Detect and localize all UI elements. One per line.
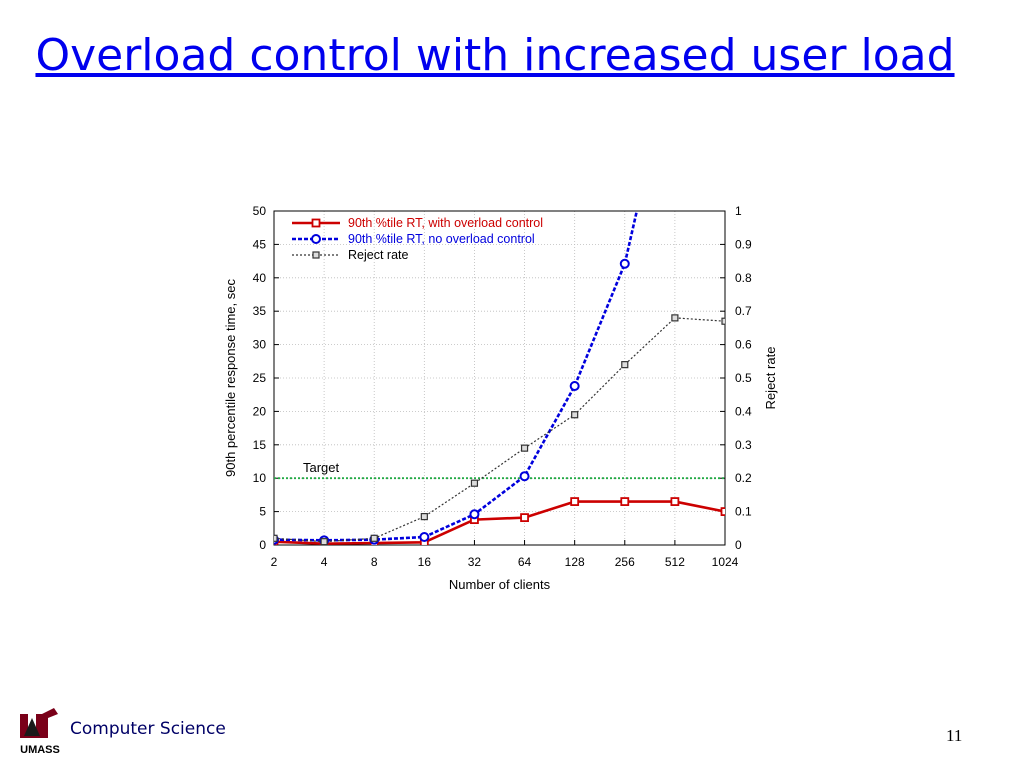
y2-tick-label: 0.2: [735, 471, 752, 485]
data-point-2: [420, 513, 428, 521]
data-point-1: [619, 258, 630, 269]
series-line-2: [274, 317, 725, 543]
y2-tick-label: 0.6: [735, 338, 752, 352]
target-label: Target: [303, 460, 340, 475]
umass-logo-icon: UMASS: [16, 706, 62, 756]
y-tick-label: 50: [253, 204, 267, 218]
y2-tick-label: 0: [735, 538, 742, 552]
x-tick-label: 16: [418, 555, 432, 569]
logo-text: UMASS: [20, 744, 60, 756]
x-tick-label: 32: [468, 555, 482, 569]
y-tick-label: 0: [259, 538, 266, 552]
y-tick-label: 30: [253, 338, 267, 352]
data-point-2: [274, 534, 278, 542]
slide-title-text: Overload control with increased user loa…: [35, 30, 955, 81]
data-point-0: [670, 497, 680, 506]
y2-tick-label: 0.8: [735, 271, 752, 285]
legend-label-0: 90th %tile RT, with overload control: [348, 216, 543, 230]
y2-tick-label: 0.4: [735, 404, 752, 418]
x-tick-label: 128: [565, 555, 585, 569]
data-point-2: [320, 538, 328, 545]
data-point-0: [570, 497, 580, 506]
umass-logo: UMASS: [14, 704, 66, 756]
chart: 0 5 10 15 20 25 30 35 40 45 50 0 0.1 0.2 0.3 0.4 0.5 0.6 0…: [210, 195, 810, 605]
y2-axis-label: Reject rate: [763, 347, 778, 410]
y2-tick-label: 0.7: [735, 304, 752, 318]
y-tick-label: 25: [253, 371, 267, 385]
data-point-2: [520, 444, 529, 452]
legend-label-1: 90th %tile RT, no overload control: [348, 232, 535, 246]
y-tick-label: 40: [253, 271, 267, 285]
y2-tick-label: 0.5: [735, 371, 752, 385]
y-tick-label: 10: [253, 471, 267, 485]
x-tick-label: 256: [615, 555, 635, 569]
x-tick-label: 2: [271, 555, 278, 569]
data-point-0: [520, 513, 529, 523]
data-point-2: [470, 479, 479, 487]
footer-label: Computer Science: [70, 719, 226, 739]
data-point-2: [721, 317, 725, 325]
chart-svg: 0 5 10 15 20 25 30 35 40 45 50 0 0.1 0.2 0.3 0.4 0.5 0.6 0…: [223, 204, 778, 592]
y-axis-label: 90th percentile response time, sec: [223, 279, 238, 477]
x-axis-label: Number of clients: [449, 577, 551, 592]
series-line-0: [274, 500, 725, 545]
x-tick-label: 1024: [712, 555, 739, 569]
y2-tick-label: 0.9: [735, 237, 752, 251]
x-tick-label: 512: [665, 555, 685, 569]
y2-tick-label: 0.1: [735, 505, 752, 519]
y-tick-label: 35: [253, 304, 267, 318]
y-tick-label: 20: [253, 404, 267, 418]
x-tick-label: 8: [371, 555, 378, 569]
data-point-1: [569, 381, 580, 392]
data-point-1: [469, 509, 480, 520]
data-point-1: [419, 531, 430, 542]
series-group: [274, 211, 725, 545]
legend-marker-1: [311, 234, 321, 244]
data-point-2: [571, 411, 579, 419]
data-point-2: [370, 534, 378, 542]
y2-tick-label: 0.3: [735, 438, 752, 452]
x-tick-label: 64: [518, 555, 532, 569]
y-tick-label: 45: [253, 237, 267, 251]
data-point-0: [720, 507, 725, 517]
data-point-2: [671, 314, 679, 322]
y2-tick-label: 1: [735, 204, 742, 218]
x-tick-label: 4: [321, 555, 328, 569]
y-tick-label: 15: [253, 438, 267, 452]
legend-marker-2: [312, 251, 320, 259]
data-point-1: [519, 471, 530, 482]
data-point-2: [621, 361, 629, 369]
y-tick-label: 5: [259, 505, 266, 519]
legend-marker-0: [311, 218, 321, 228]
data-point-0: [620, 497, 630, 506]
page-number: 11: [946, 726, 963, 745]
legend-label-2: Reject rate: [348, 248, 408, 262]
